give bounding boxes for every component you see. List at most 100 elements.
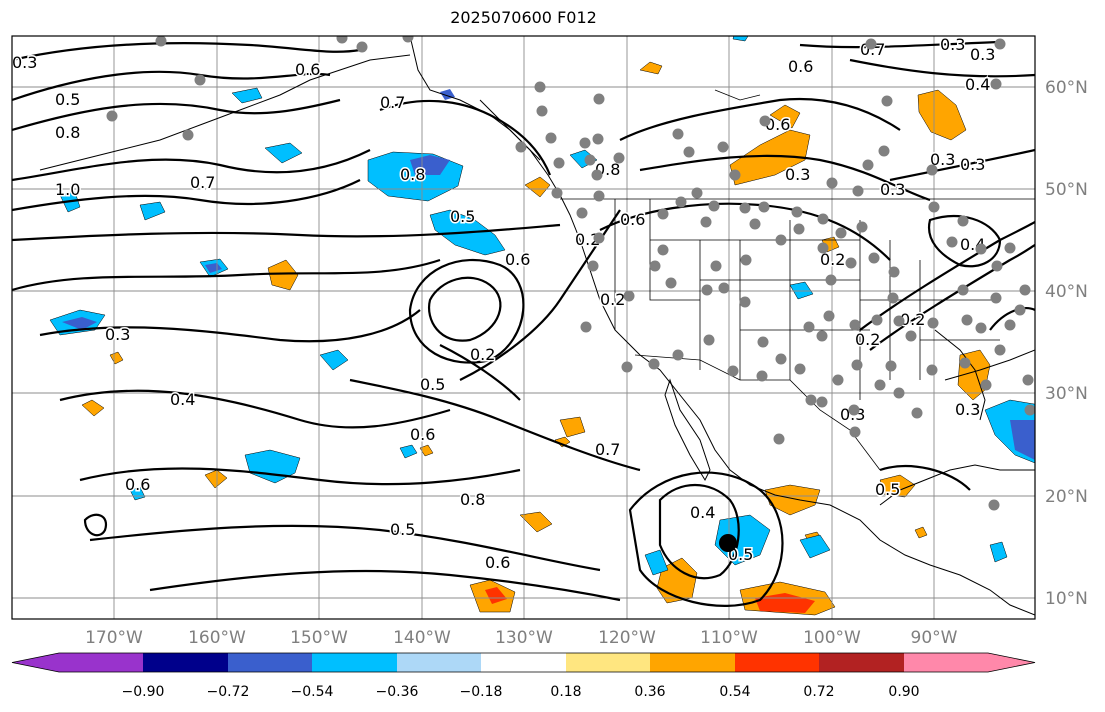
station-dot: [534, 81, 546, 93]
station-dots: [106, 36, 1035, 511]
contour-label: 0.6: [295, 60, 320, 79]
station-dot: [994, 38, 1006, 50]
station-dot: [893, 315, 905, 327]
station-dot: [817, 242, 829, 254]
colorbar-segment: [735, 653, 819, 672]
station-dot: [823, 310, 835, 322]
station-dot: [756, 370, 768, 382]
station-dot: [672, 128, 684, 140]
station-dot: [832, 374, 844, 386]
contour-label: 0.3: [940, 35, 965, 54]
station-dot: [576, 207, 588, 219]
colorbar-outline: [11, 652, 1036, 673]
coastlines: [39, 36, 1035, 616]
station-dot: [336, 36, 348, 44]
contour-label: 0.4: [965, 75, 990, 94]
contour-label: 1.0: [55, 180, 80, 199]
station-dot: [759, 115, 771, 127]
colorbar-extend-high: [988, 653, 1035, 672]
station-dot: [701, 284, 713, 296]
station-dot: [515, 141, 527, 153]
station-dot: [975, 243, 987, 255]
station-dot: [739, 296, 751, 308]
station-dot: [868, 252, 880, 264]
station-dot: [794, 363, 806, 375]
colorbar-tick-label: 0.54: [719, 684, 750, 700]
station-dot: [926, 164, 938, 176]
station-dot: [791, 206, 803, 218]
colorbar-tick-label: 0.36: [634, 684, 665, 700]
political-borders: [560, 89, 1035, 471]
contour-label: 0.8: [460, 490, 485, 509]
station-dot: [957, 284, 969, 296]
station-dot: [729, 169, 741, 181]
colorbar-tick-label: 0.18: [550, 684, 581, 700]
station-dot: [718, 282, 730, 294]
contour-label: 0.6: [485, 553, 510, 572]
station-dot: [926, 364, 938, 376]
contour-label: 0.7: [595, 440, 620, 459]
contour-label: 0.3: [880, 180, 905, 199]
station-dot: [874, 379, 886, 391]
station-dot: [961, 314, 973, 326]
colorbar-extend-low: [12, 653, 59, 672]
station-dot: [691, 187, 703, 199]
colorbar-tick-label: −0.36: [376, 684, 419, 700]
lon-label: 140°W: [393, 628, 451, 648]
station-dot: [957, 215, 969, 227]
lon-label: 90°W: [911, 628, 958, 648]
contour-label: 0.5: [450, 207, 475, 226]
station-dot: [852, 185, 864, 197]
colorbar-segment: [228, 653, 312, 672]
station-dot: [717, 141, 729, 153]
station-dot: [1014, 304, 1026, 316]
colorbar-segment: [481, 653, 566, 672]
station-dot: [928, 201, 940, 213]
station-dot: [845, 257, 857, 269]
lat-label: 60°N: [1045, 78, 1088, 98]
colorbar-segment: [650, 653, 735, 672]
station-dot: [959, 357, 971, 369]
contour-label: 0.5: [55, 90, 80, 109]
station-dot: [757, 336, 769, 348]
contour-label: 0.3: [930, 150, 955, 169]
station-dot: [849, 426, 861, 438]
contour-label: 0.3: [970, 45, 995, 64]
contour-label: 0.5: [728, 545, 753, 564]
colorbar-segment: [59, 653, 143, 672]
colorbar-tick-labels: −0.90 −0.72 −0.54 −0.36 −0.18 0.18 0.36 …: [122, 684, 920, 700]
station-dot: [816, 330, 828, 342]
station-dot: [975, 322, 987, 334]
station-dot: [703, 334, 715, 346]
station-dot: [803, 321, 815, 333]
contour-label: 0.6: [788, 57, 813, 76]
colorbar-segment: [143, 653, 228, 672]
station-dot: [856, 221, 868, 233]
lat-label: 20°N: [1045, 487, 1088, 507]
station-dot: [1024, 404, 1035, 416]
station-dot: [657, 208, 669, 220]
contour-label: 0.3: [105, 325, 130, 344]
lon-label: 160°W: [188, 628, 246, 648]
station-dot: [623, 290, 635, 302]
station-dot: [980, 379, 992, 391]
map-title: 2025070600 F012: [450, 8, 597, 27]
station-dot: [888, 266, 900, 278]
station-dot: [591, 169, 603, 181]
lon-label: 110°W: [700, 628, 758, 648]
colorbar-tick-label: 0.90: [888, 684, 919, 700]
colorbar-segment: [819, 653, 904, 672]
lon-label: 100°W: [803, 628, 861, 648]
station-dot: [587, 260, 599, 272]
station-dot: [775, 234, 787, 246]
station-dot: [584, 154, 596, 166]
lat-label: 30°N: [1045, 384, 1088, 404]
latitude-axis-labels: 60°N 50°N 40°N 30°N 20°N 10°N: [1045, 78, 1088, 609]
station-dot: [749, 218, 761, 230]
station-dot: [758, 201, 770, 213]
station-dot: [793, 223, 805, 235]
station-dot: [991, 260, 1003, 272]
colorbar-segment: [904, 653, 988, 672]
colorbar-segment: [312, 653, 397, 672]
station-dot: [648, 358, 660, 370]
